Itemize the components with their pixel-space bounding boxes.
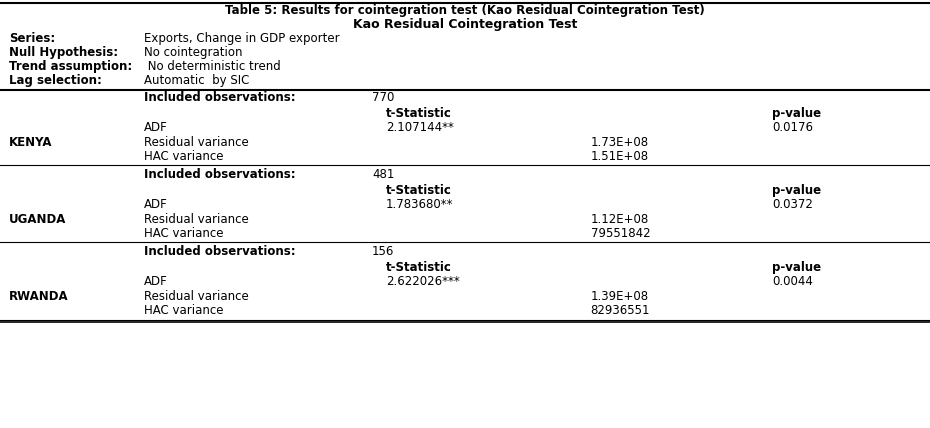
Text: p-value: p-value — [772, 184, 821, 197]
Text: Automatic  by SIC: Automatic by SIC — [144, 74, 249, 87]
Text: p-value: p-value — [772, 261, 821, 274]
Text: 1.73E+08: 1.73E+08 — [591, 136, 648, 149]
Text: p-value: p-value — [772, 107, 821, 120]
Text: t-Statistic: t-Statistic — [386, 261, 452, 274]
Text: 481: 481 — [372, 168, 394, 181]
Text: HAC variance: HAC variance — [144, 227, 223, 240]
Text: 770: 770 — [372, 91, 394, 104]
Text: Lag selection:: Lag selection: — [9, 74, 102, 87]
Text: 1.39E+08: 1.39E+08 — [591, 290, 648, 303]
Text: Residual variance: Residual variance — [144, 136, 249, 149]
Text: 82936551: 82936551 — [591, 304, 650, 317]
Text: 1.51E+08: 1.51E+08 — [591, 150, 648, 163]
Text: RWANDA: RWANDA — [9, 290, 69, 303]
Text: t-Statistic: t-Statistic — [386, 107, 452, 120]
Text: Included observations:: Included observations: — [144, 91, 296, 104]
Text: 0.0372: 0.0372 — [772, 198, 813, 211]
Text: 0.0044: 0.0044 — [772, 275, 813, 288]
Text: Series:: Series: — [9, 32, 56, 45]
Text: ADF: ADF — [144, 121, 168, 134]
Text: Included observations:: Included observations: — [144, 168, 296, 181]
Text: No deterministic trend: No deterministic trend — [144, 60, 281, 73]
Text: ADF: ADF — [144, 198, 168, 211]
Text: Residual variance: Residual variance — [144, 213, 249, 226]
Text: 1.12E+08: 1.12E+08 — [591, 213, 649, 226]
Text: HAC variance: HAC variance — [144, 304, 223, 317]
Text: 79551842: 79551842 — [591, 227, 650, 240]
Text: Table 5: Results for cointegration test (Kao Residual Cointegration Test): Table 5: Results for cointegration test … — [225, 4, 705, 17]
Text: Exports, Change in GDP exporter: Exports, Change in GDP exporter — [144, 32, 339, 45]
Text: Residual variance: Residual variance — [144, 290, 249, 303]
Text: KENYA: KENYA — [9, 136, 53, 149]
Text: Included observations:: Included observations: — [144, 245, 296, 258]
Text: 1.783680**: 1.783680** — [386, 198, 454, 211]
Text: 156: 156 — [372, 245, 394, 258]
Text: UGANDA: UGANDA — [9, 213, 67, 226]
Text: No cointegration: No cointegration — [144, 46, 243, 59]
Text: Null Hypothesis:: Null Hypothesis: — [9, 46, 118, 59]
Text: 0.0176: 0.0176 — [772, 121, 813, 134]
Text: Kao Residual Cointegration Test: Kao Residual Cointegration Test — [352, 18, 578, 31]
Text: HAC variance: HAC variance — [144, 150, 223, 163]
Text: 2.107144**: 2.107144** — [386, 121, 454, 134]
Text: t-Statistic: t-Statistic — [386, 184, 452, 197]
Text: 2.622026***: 2.622026*** — [386, 275, 459, 288]
Text: Trend assumption:: Trend assumption: — [9, 60, 133, 73]
Text: ADF: ADF — [144, 275, 168, 288]
